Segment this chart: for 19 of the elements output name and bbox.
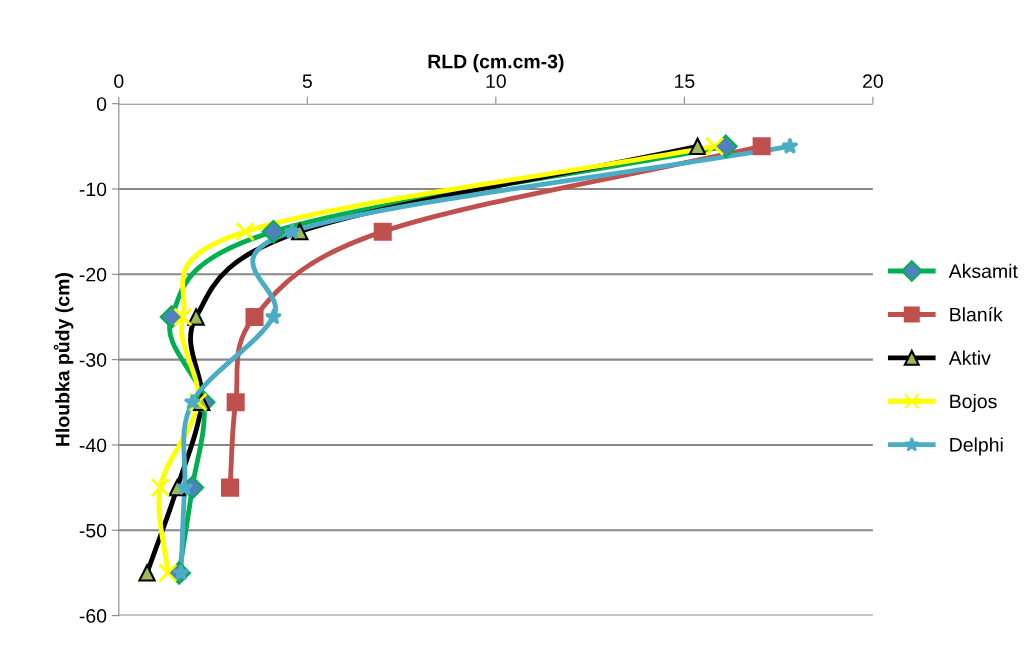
legend-label: Aksamit <box>948 263 1018 279</box>
x-tick-label: 10 <box>486 74 506 89</box>
legend-label: Blaník <box>950 306 1003 322</box>
x-tick-label: 5 <box>302 74 312 89</box>
y-tick-label: -10 <box>79 182 107 197</box>
x-axis-title: RLD (cm.cm-3) <box>428 54 564 73</box>
legend-label: Bojos <box>950 393 997 413</box>
y-tick-label: -20 <box>79 267 107 282</box>
y-axis-title: Hloubka půdy (cm) <box>53 273 74 446</box>
y-tick-label: 0 <box>96 97 107 111</box>
y-tick-label: -60 <box>79 609 107 623</box>
legend-label: Aktiv <box>948 350 991 365</box>
x-tick-label: 15 <box>675 74 695 89</box>
y-tick-label: -40 <box>79 438 107 453</box>
y-tick-label: -30 <box>79 353 107 367</box>
x-tick-label: 20 <box>863 74 883 89</box>
legend-label: Delphi <box>950 437 1003 456</box>
y-tick-label: -50 <box>79 523 107 538</box>
x-tick-label: 0 <box>114 74 124 89</box>
